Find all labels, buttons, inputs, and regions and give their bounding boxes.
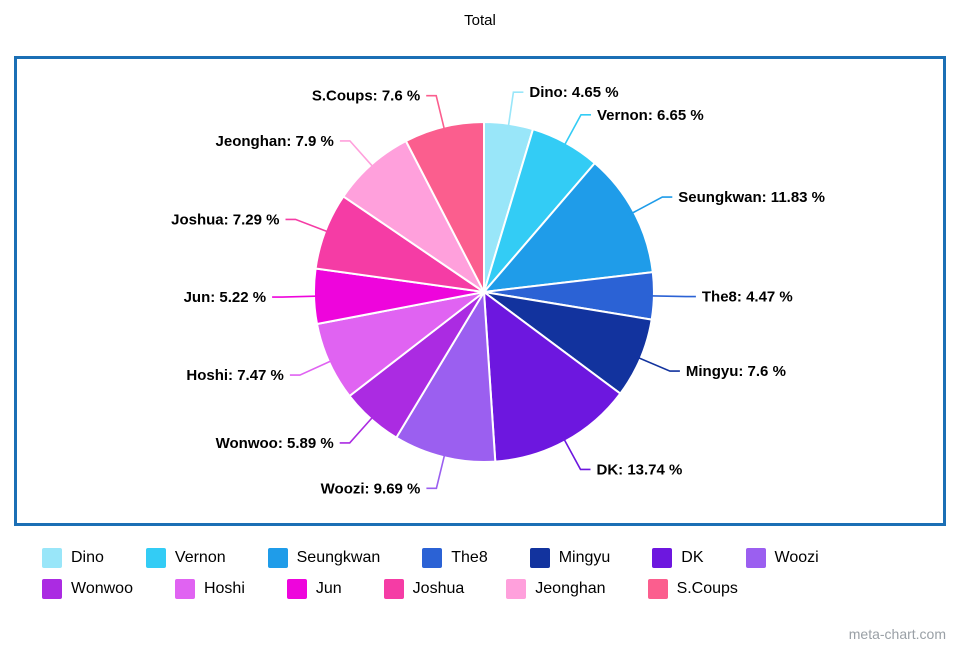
legend-label-jun: Jun xyxy=(315,580,342,597)
legend-swatch-jun xyxy=(286,579,307,599)
legend-item-joshua: Joshua xyxy=(383,579,465,599)
legend-item-mingyu: Mingyu xyxy=(529,548,611,568)
slice-label-jeonghan: Jeonghan: 7.9 % xyxy=(216,133,334,150)
legend-label-dk: DK xyxy=(681,549,704,566)
legend-item-hoshi: Hoshi xyxy=(174,579,245,599)
legend-item-jeonghan: Jeonghan xyxy=(506,579,606,599)
legend-swatch-s-coups xyxy=(647,579,668,599)
slice-label-the8: The8: 4.47 % xyxy=(702,289,793,306)
legend-label-hoshi: Hoshi xyxy=(203,580,245,597)
label-line-vernon xyxy=(562,114,591,149)
label-line-woozi xyxy=(426,451,447,490)
legend-label-the8: The8 xyxy=(451,549,488,566)
slice-label-dino: Dino: 4.65 % xyxy=(529,84,618,101)
legend-label-vernon: Vernon xyxy=(174,549,226,566)
legend-swatch-woozi xyxy=(745,548,766,568)
legend-swatch-hoshi xyxy=(174,579,195,599)
label-line-dino xyxy=(507,91,524,130)
legend-label-dino: Dino xyxy=(71,549,104,566)
slice-label-hoshi: Hoshi: 7.47 % xyxy=(186,367,284,384)
label-line-wonwoo xyxy=(339,413,376,444)
legend-swatch-dk xyxy=(652,548,673,568)
slice-label-wonwoo: Wonwoo: 5.89 % xyxy=(216,435,334,452)
legend-label-s-coups: S.Coups xyxy=(676,580,738,597)
legend-swatch-seungkwan xyxy=(267,548,288,568)
label-line-jun xyxy=(272,295,321,298)
chart-title: Total xyxy=(464,12,496,29)
label-line-jeonghan xyxy=(339,140,376,170)
slice-label-dk: DK: 13.74 % xyxy=(597,461,683,478)
legend-swatch-dino xyxy=(42,548,62,568)
slice-label-joshua: Joshua: 7.29 % xyxy=(171,211,279,228)
legend-swatch-mingyu xyxy=(529,548,550,568)
legend-swatch-jeonghan xyxy=(506,579,527,599)
legend-swatch-wonwoo xyxy=(42,579,62,599)
legend-item-vernon: Vernon xyxy=(145,548,226,568)
label-line-the8 xyxy=(647,295,696,298)
label-line-seungkwan xyxy=(628,196,673,216)
label-line-hoshi xyxy=(289,358,335,376)
slice-label-seungkwan: Seungkwan: 11.83 % xyxy=(678,189,825,206)
slice-label-woozi: Woozi: 9.69 % xyxy=(321,480,421,497)
chart-page: Total Dino: 4.65 % Vernon: 6.65 % Seungkwa… xyxy=(0,12,960,642)
legend-label-woozi: Woozi xyxy=(774,549,819,566)
legend-item-s-coups: S.Coups xyxy=(647,579,738,599)
label-line-joshua xyxy=(285,218,332,234)
legend: Dino Vernon Seungkwan The8 Mingyu DK Woozi Wonw… xyxy=(0,548,960,599)
legend-item-seungkwan: Seungkwan xyxy=(267,548,381,568)
legend-item-dino: Dino xyxy=(42,548,104,568)
label-line-s-coups xyxy=(426,94,446,133)
legend-item-wonwoo: Wonwoo xyxy=(42,579,133,599)
legend-label-wonwoo: Wonwoo xyxy=(71,580,133,597)
legend-item-jun: Jun xyxy=(286,579,342,599)
label-line-mingyu xyxy=(634,355,680,372)
slice-label-vernon: Vernon: 6.65 % xyxy=(597,107,704,124)
legend-swatch-joshua xyxy=(383,579,404,599)
slice-label-s-coups: S.Coups: 7.6 % xyxy=(312,88,420,105)
chart-area: Dino: 4.65 % Vernon: 6.65 % Seungkwan: 11.… xyxy=(14,56,946,526)
pie-chart: Dino: 4.65 % Vernon: 6.65 % Seungkwan: 11.… xyxy=(171,84,825,497)
legend-swatch-vernon xyxy=(145,548,166,568)
legend-label-mingyu: Mingyu xyxy=(558,549,611,566)
legend-label-seungkwan: Seungkwan xyxy=(296,549,381,566)
legend-label-jeonghan: Jeonghan xyxy=(535,580,606,597)
watermark: meta-chart.com xyxy=(848,626,946,642)
legend-item-the8: The8 xyxy=(422,548,488,568)
slice-label-mingyu: Mingyu: 7.6 % xyxy=(686,363,786,380)
legend-item-dk: DK xyxy=(652,548,704,568)
legend-item-woozi: Woozi xyxy=(745,548,819,568)
label-line-dk xyxy=(561,435,591,471)
legend-label-joshua: Joshua xyxy=(412,580,465,597)
slice-label-jun: Jun: 5.22 % xyxy=(184,289,267,306)
legend-swatch-the8 xyxy=(422,548,443,568)
